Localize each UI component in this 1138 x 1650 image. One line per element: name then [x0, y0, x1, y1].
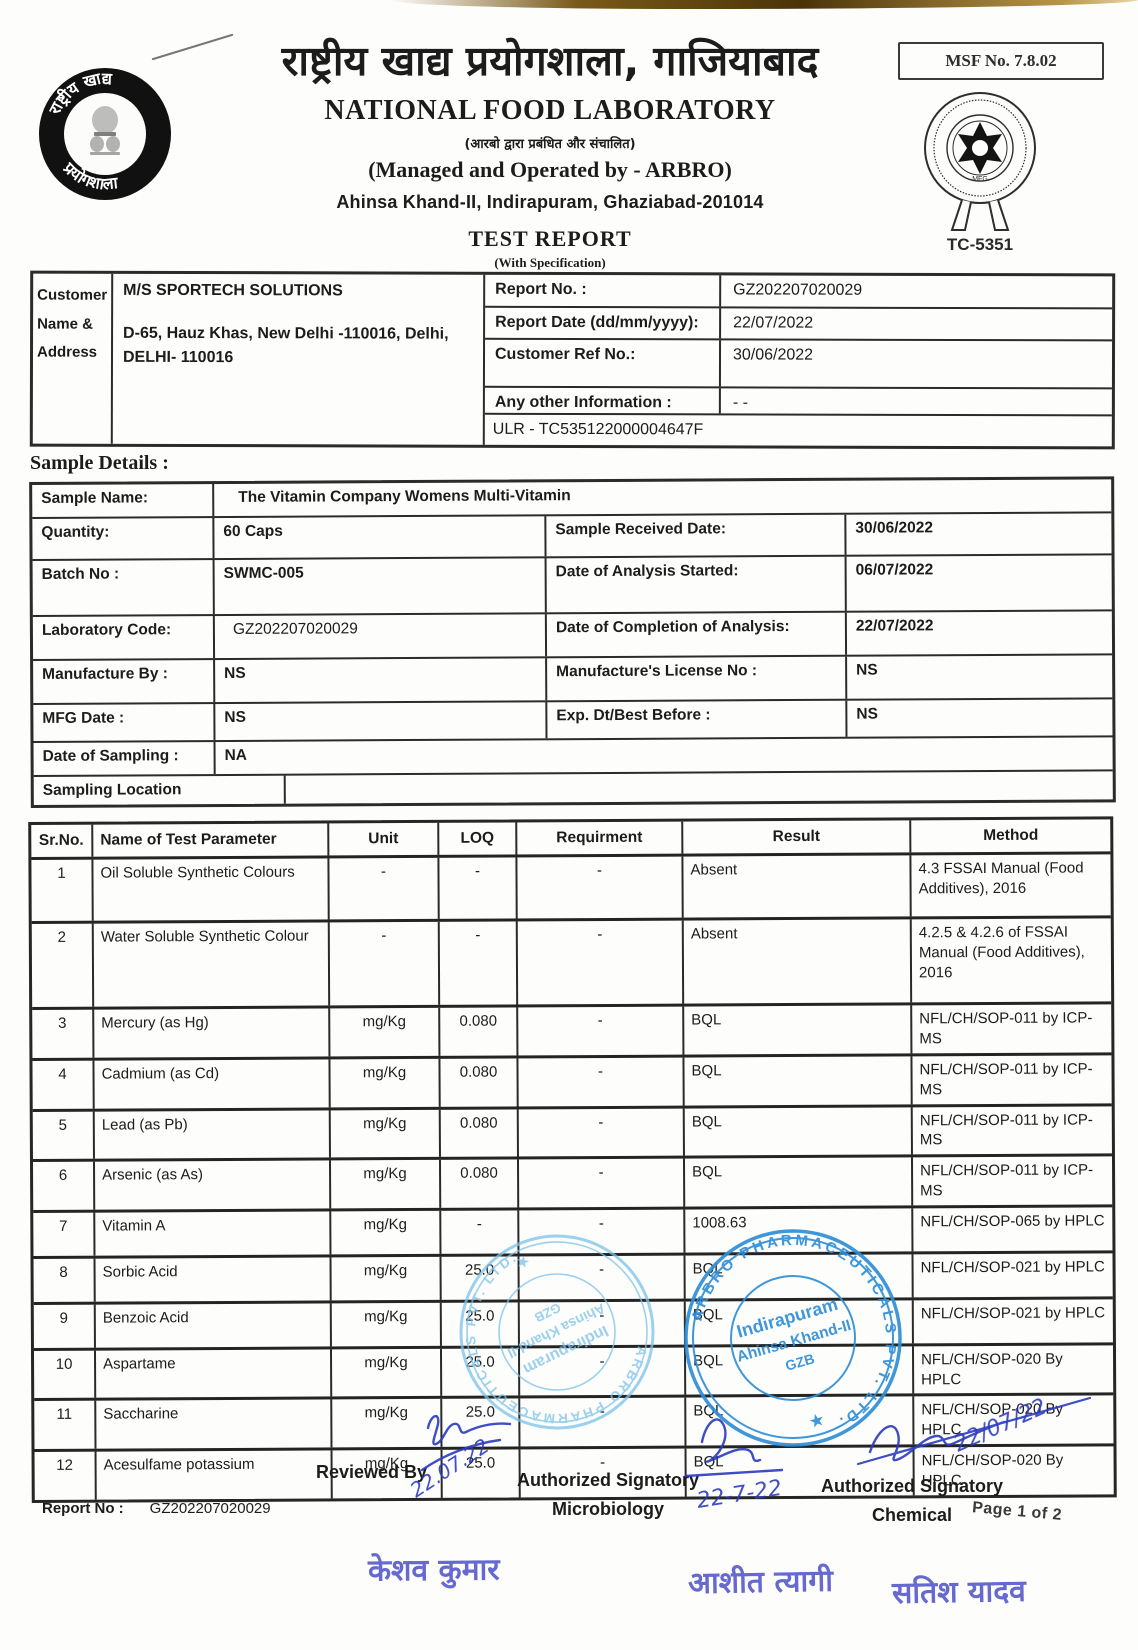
reviewed-by-label: Reviewed By: [316, 1462, 428, 1482]
result-row: 3 Mercury (as Hg) mg/Kg 0.080 - BQL NFL/…: [32, 1001, 1112, 1059]
result-row: 4 Cadmium (as Cd) mg/Kg 0.080 - BQL NFL/…: [32, 1052, 1112, 1109]
sample-name-row: Sample Name: The Vitamin Company Womens …: [32, 479, 1111, 517]
sample-name-value: The Vitamin Company Womens Multi-Vitamin: [238, 487, 571, 506]
sign-date-reviewed: 22.07.22: [406, 1434, 494, 1503]
sample-row: Laboratory Code: GZ202207020029 Date of …: [32, 609, 1113, 659]
sample-row: MFG Date : NS Exp. Dt/Best Before : NS: [33, 697, 1113, 741]
customer-name: M/S SPORTECH SOLUTIONS: [123, 281, 343, 300]
svg-text:TC-5351: TC-5351: [947, 235, 1013, 254]
ulr-value: ULR - TC535122000004647F: [492, 420, 704, 439]
other-info-label: Any other Information :: [484, 387, 721, 414]
title-english: NATIONAL FOOD LABORATORY: [324, 95, 776, 127]
customer-label-cell: Customer Name & Address: [32, 273, 114, 444]
customer-ref-value: 30/06/2022: [732, 346, 814, 364]
other-info-value: - -: [732, 394, 749, 412]
signature-reviewed-by: [426, 1415, 512, 1446]
name-stamp-ashit-tyagi: आशीत त्यागी: [687, 1563, 834, 1602]
sample-details-heading: Sample Details :: [30, 452, 169, 474]
report-subtitle: (With Specification): [494, 255, 606, 271]
title-hindi: राष्ट्रीय खाद्य प्रयोगशाला, गाजियाबाद: [281, 37, 819, 85]
report-no-row: Report No. : GZ202207020029: [485, 274, 1113, 310]
sample-row: Sampling Location: [33, 769, 1113, 805]
signatures-layer: 22.07.22 22-7-22 22/07/22: [406, 1394, 1092, 1514]
sign-date-microbiology: 22-7-22: [695, 1476, 784, 1514]
sample-row: Batch No : SWMC-005 Date of Analysis Sta…: [32, 553, 1112, 615]
sign-date-chemical: 22/07/22: [950, 1394, 1050, 1457]
result-row: 5 Lead (as Pb) mg/Kg 0.080 - BQL NFL/CH/…: [32, 1102, 1112, 1160]
result-row: 6 Arsenic (as As) mg/Kg 0.080 - BQL NFL/…: [32, 1153, 1113, 1210]
report-date-label: Report Date (dd/mm/yyyy):: [485, 307, 722, 339]
footer-report-no: Report No : GZ202207020029: [42, 1500, 271, 1517]
lab-address: Ahinsa Khand-II, Indirapuram, Ghaziabad-…: [336, 192, 764, 213]
customer-address: D-65, Hauz Khas, New Delhi -110016, Delh…: [122, 324, 449, 367]
tc-certification-seal: ·MFG· TC-5351: [924, 92, 1036, 254]
signature-microbiology: [700, 1418, 762, 1464]
sample-row: Manufacture By : NS Manufacture's Licens…: [33, 653, 1113, 703]
report-no-value: GZ202207020029: [733, 281, 863, 299]
other-info-row: Any other Information : - -: [484, 387, 1112, 417]
report-meta: Report No. : GZ202207020029 Report Date …: [484, 274, 1113, 447]
customer-name-address-cell: M/S SPORTECH SOLUTIONS D-65, Hauz Khas, …: [112, 273, 486, 445]
arbro-round-stamps: ARBRO PHARMACEUTICALS PVT. LTD. Indirapu…: [446, 1218, 912, 1451]
result-row: 2 Water Soluble Synthetic Colour - - - A…: [31, 915, 1112, 1008]
ulr-row: ULR - TC535122000004647F: [485, 415, 1112, 447]
report-date-value: 22/07/2022: [733, 314, 814, 332]
ashoka-emblem-icon: [90, 106, 120, 155]
svg-text:·MFG·: ·MFG·: [970, 176, 990, 183]
star-icon: ★: [512, 1251, 532, 1273]
name-stamp-keshav-kumar: केशव कुमार: [367, 1552, 500, 1589]
customer-info-table: Customer Name & Address M/S SPORTECH SOL…: [29, 270, 1116, 450]
results-header-row: Sr.No. Name of Test Parameter Unit LOQ R…: [31, 819, 1110, 858]
msf-number-box: MSF No. 7.8.02: [898, 42, 1104, 80]
sample-name-label: Sample Name:: [32, 484, 215, 517]
authorized-signatory-microbiology: Authorized Signatory Microbiology: [516, 1470, 699, 1519]
star-icon: ★: [806, 1409, 827, 1433]
managed-by-line: (Managed and Operated by - ARBRO): [368, 157, 732, 183]
report-title: TEST REPORT: [468, 226, 632, 252]
header: राष्ट्रीय खाद्य प्रयोगशाला, गाजियाबाद NA…: [160, 37, 940, 271]
nfl-logo: राष्ट्रीय खाद्य प्रयोगशाला: [39, 68, 171, 200]
customer-ref-row: Customer Ref No.: 30/06/2022: [484, 339, 1113, 390]
report-date-row: Report Date (dd/mm/yyyy): 22/07/2022: [485, 307, 1113, 342]
sample-details-table: Sample Name: The Vitamin Company Womens …: [29, 476, 1116, 808]
report-no-label: Report No. :: [485, 274, 722, 307]
scan-edge-artifact: [390, 0, 1138, 9]
sample-row: Date of Sampling : NA: [33, 735, 1113, 775]
svg-text:GZB: GZB: [783, 1350, 816, 1374]
authorized-signatory-chemical: Authorized Signatory Chemical: [820, 1476, 1003, 1525]
name-stamp-satish-yadav: सतिश यादव: [891, 1573, 1027, 1612]
result-row: 1 Oil Soluble Synthetic Colours - - - Ab…: [31, 851, 1111, 922]
subtitle-hindi: (आरबो द्वारा प्रबंधित और संचालित): [464, 137, 636, 153]
sample-row: Quantity: 60 Caps Sample Received Date: …: [32, 511, 1112, 559]
customer-ref-label: Customer Ref No.:: [484, 339, 722, 387]
